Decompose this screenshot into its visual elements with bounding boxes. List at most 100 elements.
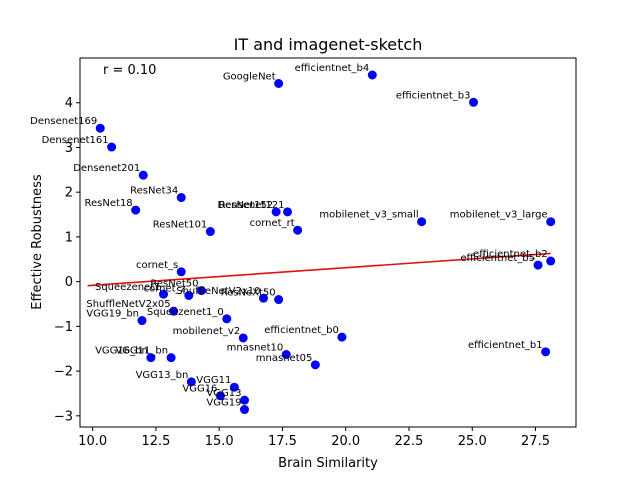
- point-label: efficientnet_b4: [295, 63, 370, 74]
- y-tick-label: 4: [65, 96, 73, 111]
- point-label: VGG16_bn: [95, 346, 148, 357]
- x-tick-label: 22.5: [395, 434, 424, 449]
- point-label: Densenet161: [42, 135, 109, 146]
- point-label: efficientnet_b1: [468, 340, 543, 351]
- data-point: [239, 395, 249, 405]
- fit-line: [87, 252, 551, 287]
- x-tick-label: 20.0: [331, 434, 360, 449]
- data-point: [95, 123, 105, 133]
- correlation-annotation: r = 0.10: [103, 63, 156, 78]
- data-point: [239, 405, 249, 415]
- data-point: [274, 78, 284, 88]
- point-label: ResNet18: [85, 198, 133, 209]
- x-tick-label: 12.5: [141, 434, 170, 449]
- point-label: ShuffleNetV2x05: [86, 299, 170, 310]
- point-label: ShuffleNetV2x10: [176, 286, 260, 297]
- data-point: [137, 316, 147, 326]
- regression-line: [87, 252, 551, 287]
- data-point: [146, 353, 156, 363]
- point-label: VGG19_bn: [86, 309, 139, 320]
- data-point: [238, 333, 248, 343]
- data-point: [337, 332, 347, 342]
- data-points: [95, 70, 556, 415]
- data-point: [310, 360, 320, 370]
- data-point: [274, 295, 284, 305]
- data-point: [533, 260, 543, 270]
- data-point: [166, 353, 176, 363]
- data-point: [283, 207, 293, 217]
- point-label: cornet_z: [144, 284, 186, 295]
- data-point: [367, 70, 377, 80]
- data-point: [546, 256, 556, 266]
- y-tick-label: 2: [65, 186, 73, 201]
- point-label: cornet_rt: [250, 218, 295, 229]
- data-point: [131, 205, 141, 215]
- data-point: [546, 217, 556, 227]
- y-tick-label: 3: [65, 141, 73, 156]
- point-label: VGG19: [206, 398, 241, 409]
- data-point: [271, 207, 281, 217]
- data-point: [184, 291, 194, 301]
- data-point: [176, 193, 186, 203]
- data-point: [222, 314, 232, 324]
- point-label: Densenet201: [73, 163, 140, 174]
- x-tick-label: 27.5: [521, 434, 550, 449]
- point-label: cornet_s: [136, 260, 178, 271]
- y-tick-label: −3: [54, 409, 73, 424]
- chart-title: IT and imagenet-sketch: [234, 35, 423, 54]
- data-point: [169, 306, 179, 316]
- point-label: Squeezenet1_0: [147, 307, 224, 318]
- data-point: [186, 377, 196, 387]
- y-tick-label: 1: [65, 230, 73, 245]
- point-label: ResNet34: [130, 186, 178, 197]
- point-label: VGG11: [196, 375, 231, 386]
- data-point: [205, 227, 215, 237]
- y-tick-label: −2: [54, 365, 73, 380]
- point-label: efficientnet_b0: [264, 325, 339, 336]
- x-tick-label: 17.5: [268, 434, 297, 449]
- point-label: ResNet50: [150, 279, 198, 290]
- data-point: [159, 289, 169, 299]
- x-axis-label: Brain Similarity: [278, 456, 378, 471]
- point-label: mnasnet10: [227, 343, 284, 354]
- data-point: [417, 217, 427, 227]
- point-label: mobilenet_v3_large: [450, 210, 548, 221]
- data-point: [541, 347, 551, 357]
- point-label: efficientnet_b2: [473, 249, 548, 260]
- data-point: [281, 350, 291, 360]
- x-tick-label: 15.0: [205, 434, 234, 449]
- x-tick-label: 10.0: [78, 434, 107, 449]
- point-labels: efficientnet_b4 GoogleNet efficientnet_b3 D…: [30, 63, 548, 409]
- point-label: ResNeXt50: [221, 288, 276, 299]
- point-label: GoogleNet: [223, 71, 276, 82]
- point-label: ResNet101: [153, 220, 208, 231]
- data-point: [229, 382, 239, 392]
- data-point: [293, 225, 303, 235]
- point-label: mobilenet_v2: [173, 326, 241, 337]
- data-point: [176, 267, 186, 277]
- point-label: Densenet169: [30, 116, 97, 127]
- point-label: mobilenet_v3_small: [319, 210, 418, 221]
- point-label: VGG13_bn: [136, 370, 189, 381]
- point-label: VGG11_bn: [115, 346, 168, 357]
- data-point: [258, 293, 268, 303]
- point-label: efficientnet_b5: [460, 253, 535, 264]
- point-label: VGG16: [182, 384, 217, 395]
- x-tick-label: 25.0: [458, 434, 487, 449]
- axis-ticks: 10.0 12.5 15.0 17.5 20.0 22.5 25.0 27.5 −3 −2 −1 0 1…: [54, 96, 550, 449]
- point-label: VGG13: [206, 388, 241, 399]
- point-label: efficientnet_b3: [396, 90, 471, 101]
- y-tick-label: −1: [54, 320, 73, 335]
- point-label: Densenet121: [217, 200, 284, 211]
- data-point: [107, 142, 117, 152]
- data-point: [469, 97, 479, 107]
- point-label: Squeezenet1: [95, 282, 161, 293]
- y-axis-label: Effective Robustness: [30, 174, 45, 310]
- point-label: ResNet152: [219, 200, 274, 211]
- data-point: [215, 391, 225, 401]
- data-point: [138, 170, 148, 180]
- data-point: [196, 286, 206, 296]
- plot-area: [79, 57, 577, 428]
- point-label: mnasnet05: [256, 353, 313, 364]
